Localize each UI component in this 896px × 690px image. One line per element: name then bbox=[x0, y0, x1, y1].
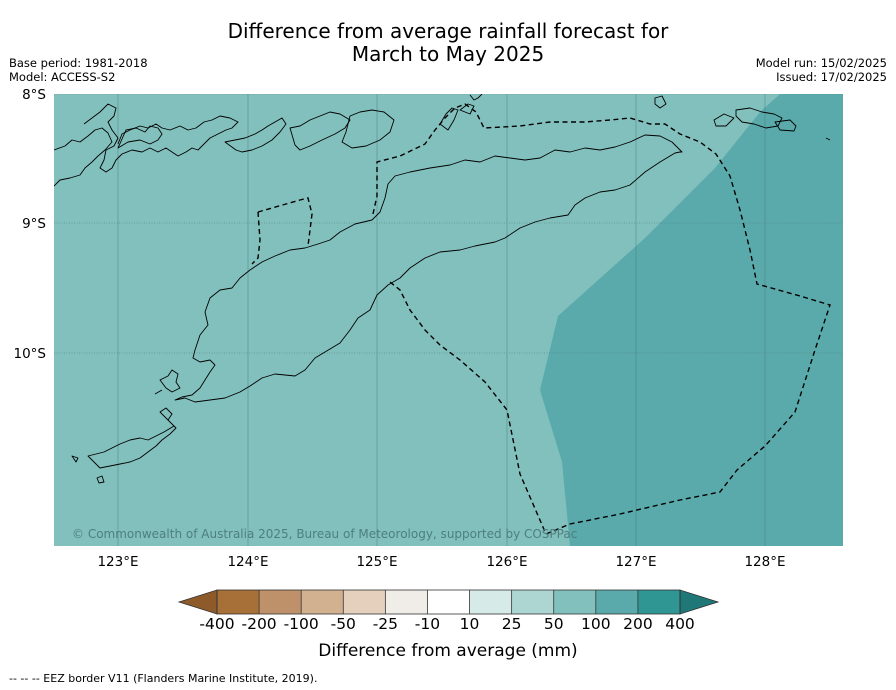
colorbar bbox=[177, 589, 720, 615]
chart-title: Difference from average rainfall forecas… bbox=[0, 20, 896, 66]
colorbar-border bbox=[216, 589, 681, 615]
title-line-1: Difference from average rainfall forecas… bbox=[227, 19, 669, 43]
lon-label-123e: 123°E bbox=[97, 554, 138, 570]
colorbar-under-triangle bbox=[177, 589, 218, 615]
colorbar-segment bbox=[469, 590, 512, 614]
title-line-2: March to May 2025 bbox=[351, 42, 545, 66]
model-name: Model: ACCESS-S2 bbox=[9, 70, 116, 84]
colorbar-segment bbox=[217, 590, 260, 614]
issued-date: Issued: 17/02/2025 bbox=[776, 70, 887, 84]
meta-right: Model run: 15/02/2025 Issued: 17/02/2025 bbox=[756, 56, 887, 84]
forecast-area-100-200 bbox=[540, 94, 843, 546]
colorbar-tick-label: -25 bbox=[372, 615, 399, 633]
model-run: Model run: 15/02/2025 bbox=[755, 56, 887, 70]
colorbar-over-triangle bbox=[679, 589, 720, 615]
colorbar-segment bbox=[301, 590, 344, 614]
lon-label-128e: 128°E bbox=[744, 554, 785, 570]
colorbar-tick-label: -400 bbox=[199, 615, 235, 633]
lon-label-126e: 126°E bbox=[486, 554, 527, 570]
colorbar-tick-label: -50 bbox=[330, 615, 356, 633]
graticule bbox=[54, 94, 843, 354]
colorbar-tick-label: 25 bbox=[501, 615, 522, 633]
base-period: Base period: 1981-2018 bbox=[9, 56, 148, 70]
colorbar-tick-label: 200 bbox=[623, 615, 653, 633]
colorbar-tick-label: 100 bbox=[581, 615, 611, 633]
colorbar-segment bbox=[427, 590, 470, 614]
eez-border bbox=[251, 103, 831, 535]
colorbar-tick-label: -100 bbox=[283, 615, 319, 633]
lat-label-8s: 8°S bbox=[22, 87, 46, 103]
colorbar-segment bbox=[343, 590, 386, 614]
eez-legend-note: -- -- -- EEZ border V11 (Flanders Marine… bbox=[9, 672, 318, 685]
lat-label-9s: 9°S bbox=[22, 216, 46, 232]
colorbar-tick-label: -200 bbox=[241, 615, 277, 633]
colorbar-segment bbox=[595, 590, 638, 614]
lon-label-127e: 127°E bbox=[615, 554, 656, 570]
lat-label-10s: 10°S bbox=[14, 346, 47, 362]
colorbar-title: Difference from average (mm) bbox=[318, 641, 578, 661]
colorbar-tick-label: -10 bbox=[414, 615, 441, 633]
colorbar-segment bbox=[637, 590, 680, 614]
colorbar-segment bbox=[259, 590, 302, 614]
colorbar-tick-label: 400 bbox=[665, 615, 695, 633]
lon-label-125e: 125°E bbox=[356, 554, 397, 570]
copyright-text: © Commonwealth of Australia 2025, Bureau… bbox=[72, 527, 578, 541]
colorbar-segment bbox=[385, 590, 428, 614]
lon-label-124e: 124°E bbox=[227, 554, 268, 570]
meta-left: Base period: 1981-2018 Model: ACCESS-S2 bbox=[9, 56, 148, 84]
colorbar-segment bbox=[553, 590, 596, 614]
colorbar-tick-label: 50 bbox=[543, 615, 564, 633]
colorbar-segment bbox=[511, 590, 554, 614]
colorbar-tick-label: 10 bbox=[459, 615, 480, 633]
coastline bbox=[54, 94, 831, 484]
